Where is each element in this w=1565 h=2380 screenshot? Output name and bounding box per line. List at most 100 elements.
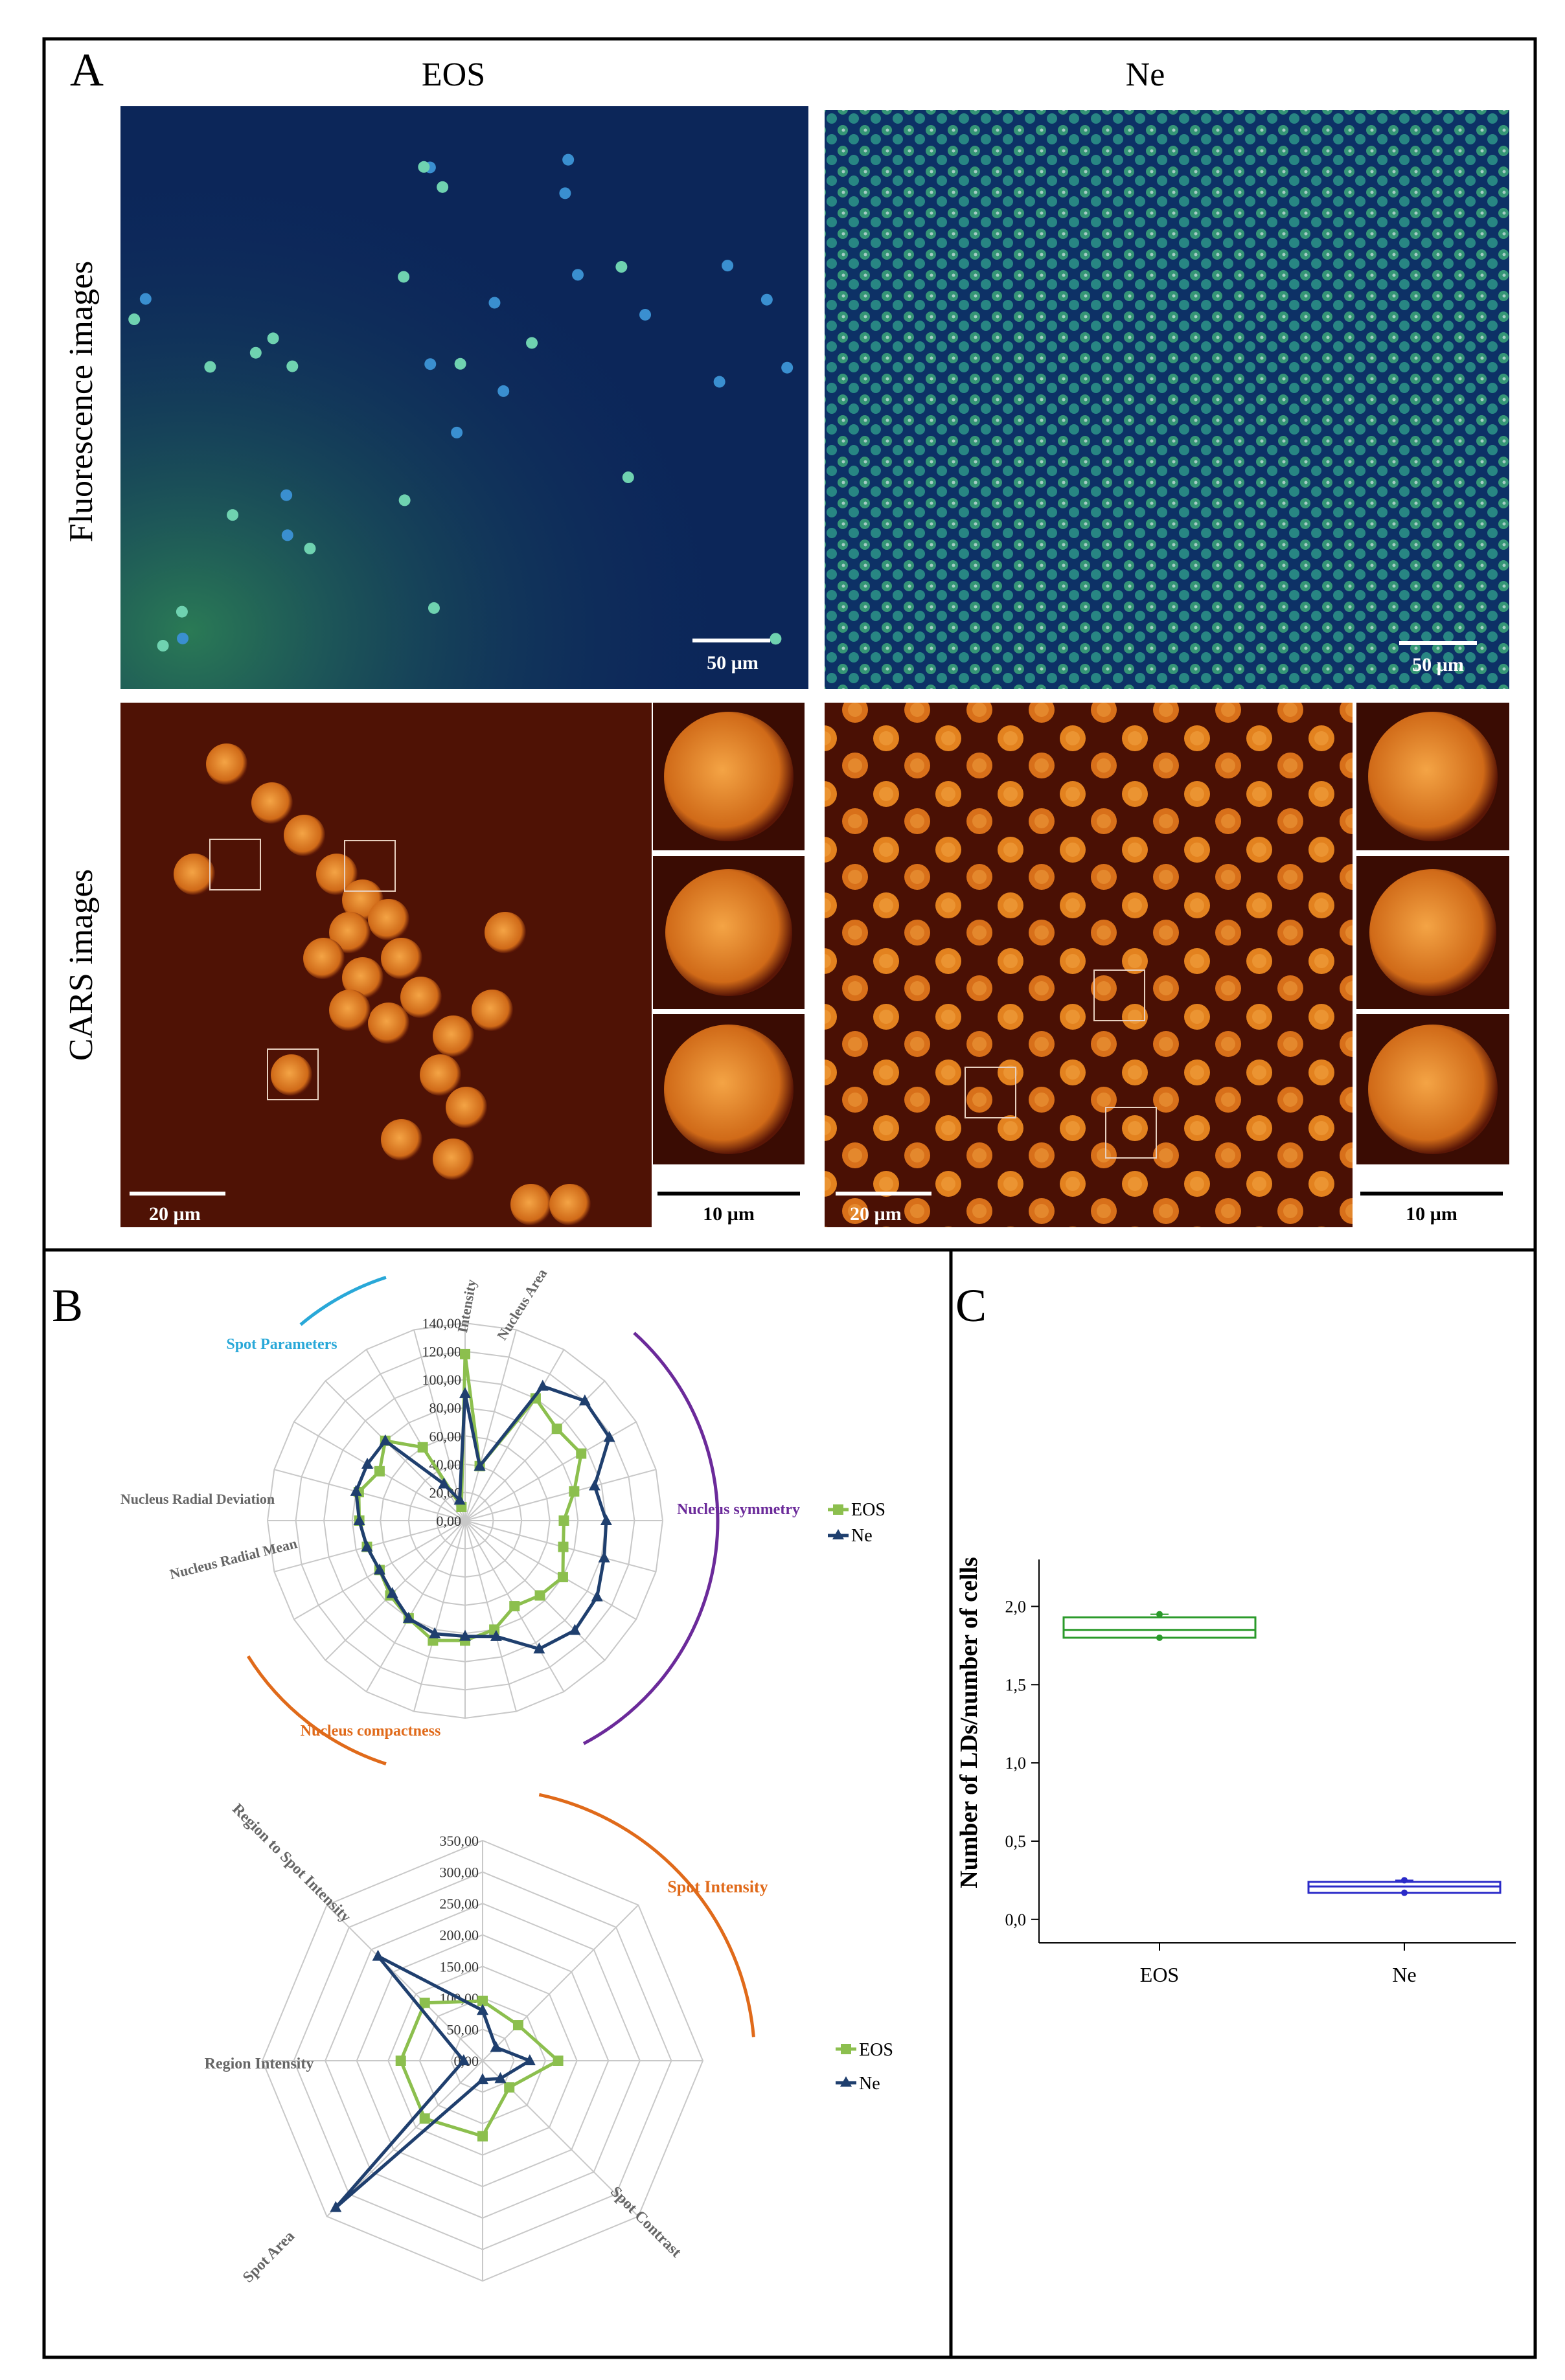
data-point-min <box>1156 1634 1163 1641</box>
legend-radar2: EOS Ne <box>836 2040 893 2094</box>
cell-dot <box>286 360 299 372</box>
data-point-ne <box>361 1540 373 1552</box>
cars-image-ne: 20 µm <box>825 703 1353 1227</box>
legend-label-eos: EOS <box>859 2040 893 2060</box>
grid-spoke <box>482 1904 639 2061</box>
cars-insets-ne: 10 µm <box>1356 703 1509 1225</box>
cell-dot <box>398 494 411 506</box>
grid-spoke <box>326 2060 483 2217</box>
data-point-eos <box>558 1515 569 1526</box>
cars-insets-eos: 10 µm <box>653 703 805 1225</box>
cell-dot <box>639 308 652 321</box>
grid-spoke <box>365 1349 466 1521</box>
grid-spoke <box>464 1330 517 1521</box>
panel-b: B 0,0020,0040,0060,0080,00100,00120,0014… <box>52 1265 893 2286</box>
data-point-eos <box>534 1590 545 1601</box>
group-arc-symmetry <box>582 1332 720 1745</box>
data-point-ne <box>386 1587 398 1598</box>
data-point-eos <box>374 1466 385 1477</box>
cell-dot <box>572 269 584 281</box>
cell-dot <box>428 602 440 614</box>
grid-spoke <box>326 1904 483 2061</box>
cell-dot <box>267 332 279 345</box>
data-point-eos <box>460 1348 470 1359</box>
data-point-ne <box>402 1611 415 1623</box>
data-point-eos <box>509 1601 520 1612</box>
y-tick-label: 0,5 <box>1005 1832 1027 1851</box>
cell-dot <box>781 361 794 374</box>
data-point-ne <box>373 1563 385 1575</box>
scale-bar-label: 20 µm <box>149 1203 201 1225</box>
x-tick-label: Ne <box>1392 1963 1416 1986</box>
cell <box>206 743 247 785</box>
grid-spoke <box>464 1469 656 1521</box>
cell <box>510 1184 552 1225</box>
data-point-ne <box>588 1479 600 1491</box>
cell <box>284 815 325 856</box>
cell <box>433 1015 474 1057</box>
data-point-min <box>1401 1889 1408 1896</box>
axis-label-nucleus-radial-mean: Nucleus Radial Mean <box>168 1535 299 1582</box>
cell <box>485 912 526 953</box>
column-title-eos: EOS <box>422 56 485 93</box>
fluorescence-image-ne: 50 µm <box>825 110 1509 689</box>
data-point-ne <box>353 1514 365 1525</box>
data-point-eos <box>551 1423 562 1434</box>
y-tick-label: 1,5 <box>1005 1675 1027 1694</box>
tick-label: 60,00 <box>429 1428 462 1444</box>
data-point-eos <box>395 2056 406 2066</box>
cell-dot <box>437 181 449 193</box>
data-point-ne <box>536 1379 549 1391</box>
cell-dot <box>713 376 725 388</box>
y-axis-title: Number of LDs/number of cells <box>955 1557 983 1888</box>
scale-bar-label: 50 µm <box>1412 654 1464 675</box>
grid-spoke <box>274 1469 466 1521</box>
box-plot: 0,0 0,5 1,0 1,5 2,0 EOS Ne <box>1005 1559 1516 1986</box>
cell-dot <box>622 471 634 484</box>
cell <box>400 977 442 1018</box>
panel-a-letter: A <box>70 44 104 96</box>
data-point-ne <box>533 1642 545 1654</box>
data-point-ne <box>477 2073 488 2085</box>
panel-c: C 0,0 0,5 1,0 1,5 2,0 EOS Ne Number of LDs/num… <box>955 1280 1516 1986</box>
cell <box>381 1119 422 1161</box>
figure-frame <box>42 37 1537 2359</box>
axis-label-nucleus-area: Nucleus Area <box>494 1265 550 1343</box>
axis-label-spot-area: Spot Area <box>240 2228 298 2286</box>
cell-dot <box>227 509 239 521</box>
cell-dot <box>451 426 463 438</box>
cell <box>446 1087 487 1128</box>
cell <box>368 1003 409 1044</box>
data-point-ne <box>438 1477 450 1489</box>
group-label-nucleus-compactness: Nucleus compactness <box>301 1723 441 1740</box>
axis-label-intensity: Intensity <box>454 1278 479 1334</box>
cell <box>381 938 422 979</box>
data-point-eos <box>489 1624 500 1635</box>
tick-label: 140,00 <box>422 1315 462 1332</box>
data-point-ne <box>598 1551 610 1563</box>
cell-dot <box>770 633 782 645</box>
data-point-ne <box>459 1629 471 1641</box>
tick-label: 120,00 <box>422 1344 462 1360</box>
tick-label: 300,00 <box>440 1864 479 1881</box>
axis-label-region-to-spot: Region to Spot Intensity <box>229 1800 354 1925</box>
cell-dot <box>454 357 466 370</box>
panel-c-letter: C <box>955 1280 987 1332</box>
cell-dot <box>418 161 430 173</box>
cell-dot <box>176 606 188 618</box>
data-point-eos <box>477 2131 488 2142</box>
cell-dot <box>722 260 734 272</box>
data-point-eos <box>576 1448 587 1459</box>
scale-bar-label: 20 µm <box>850 1203 902 1225</box>
cell-dot <box>139 293 152 305</box>
cell-dot <box>497 385 510 397</box>
group-arc-spot-intensity <box>538 1793 755 2037</box>
fluorescence-image-eos: 50 µm <box>120 106 808 689</box>
data-point-ne <box>453 1493 466 1505</box>
data-point-eos <box>417 1442 428 1453</box>
data-point-ne <box>490 1629 502 1641</box>
group-label-spot-parameters: Spot Parameters <box>226 1336 337 1353</box>
panel-b-letter: B <box>52 1280 83 1332</box>
tick-label: 200,00 <box>440 1927 479 1944</box>
